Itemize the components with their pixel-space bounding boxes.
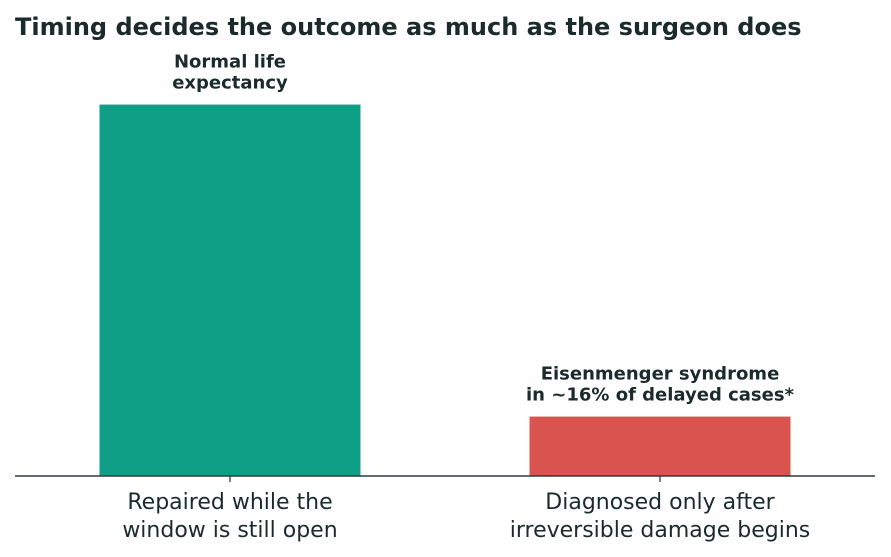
x-tick-label-line: Diagnosed only after <box>545 490 775 515</box>
bar-label-1: Eisenmenger syndrome in ~16% of delayed c… <box>526 364 795 406</box>
x-tick-label-1: Diagnosed only after irreversible damage … <box>510 490 810 543</box>
x-tick-label-0: Repaired while the window is still open <box>122 490 337 543</box>
x-ticks-group <box>229 476 661 482</box>
bar-label-line: expectancy <box>172 73 288 94</box>
bar-label-line: Eisenmenger syndrome <box>541 364 780 385</box>
chart-title: Timing decides the outcome as much as th… <box>15 13 802 41</box>
bars-group <box>99 104 791 477</box>
x-tick-label-line: Repaired while the <box>127 490 332 515</box>
x-tick-label-line: window is still open <box>122 518 337 543</box>
bar-label-line: Normal life <box>174 52 286 73</box>
bar-label-line: in ~16% of delayed cases* <box>526 385 795 406</box>
bar-labels-group: Normal life expectancy Eisenmenger syndrom… <box>172 52 794 406</box>
bar-0 <box>99 104 361 477</box>
x-tick-label-line: irreversible damage begins <box>510 518 810 543</box>
x-tick-labels-group: Repaired while the window is still open Di… <box>122 490 810 543</box>
bar-label-0: Normal life expectancy <box>172 52 288 94</box>
bar-1 <box>529 416 791 476</box>
